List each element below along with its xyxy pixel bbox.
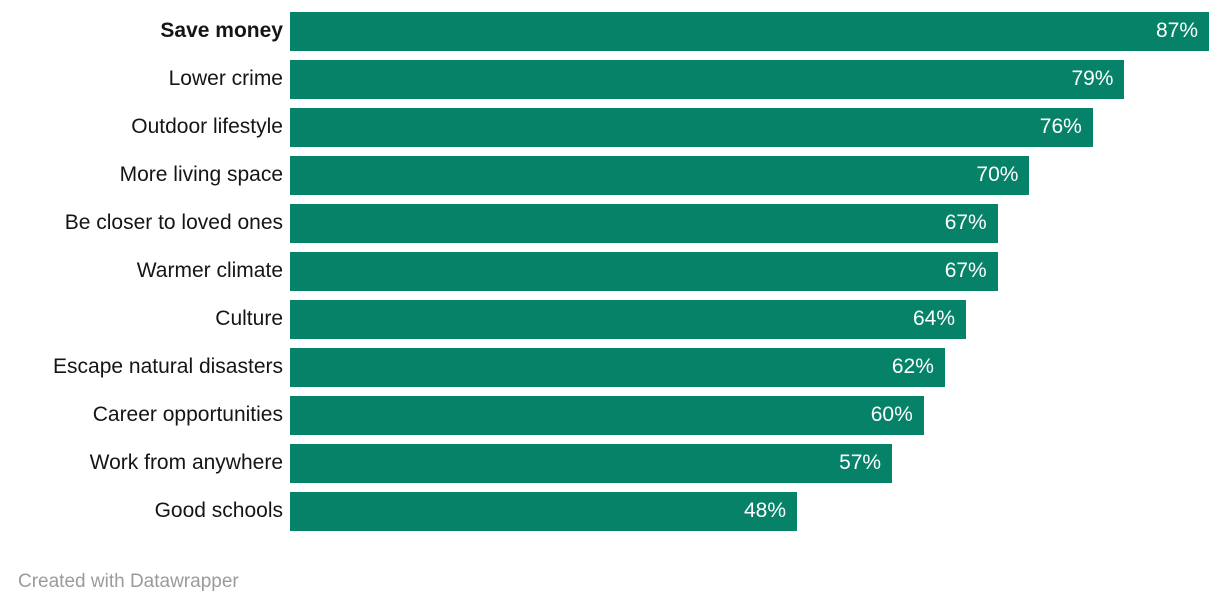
bar-chart: Save money 87% Lower crime 79% Outdoor lifes…: [0, 7, 1220, 535]
bar: 67%: [290, 203, 998, 243]
bar-track: 76%: [290, 107, 1209, 147]
bar-track: 87%: [290, 11, 1209, 51]
bar-value-label: 57%: [839, 451, 882, 474]
category-label: Be closer to loved ones: [64, 211, 283, 234]
category-label: Work from anywhere: [89, 451, 283, 474]
bar-track: 67%: [290, 203, 1209, 243]
bar: 64%: [290, 299, 967, 339]
bar-track: 64%: [290, 299, 1209, 339]
bar-value-label: 79%: [1071, 67, 1114, 90]
bar-row: Culture 64%: [0, 295, 1220, 343]
bar-row: Escape natural disasters 62%: [0, 343, 1220, 391]
category-label: Save money: [160, 19, 283, 42]
bar: 87%: [290, 11, 1209, 51]
bar-value-label: 67%: [944, 259, 987, 282]
bar: 79%: [290, 59, 1125, 99]
bar-track: 60%: [290, 395, 1209, 435]
bar: 62%: [290, 347, 945, 387]
bar-track: 79%: [290, 59, 1209, 99]
bar: 48%: [290, 491, 798, 531]
category-label: Career opportunities: [92, 403, 283, 426]
bar: 60%: [290, 395, 924, 435]
bar-row: Work from anywhere 57%: [0, 439, 1220, 487]
category-label: Warmer climate: [136, 259, 283, 282]
bar-track: 67%: [290, 251, 1209, 291]
bar-track: 48%: [290, 491, 1209, 531]
bar: 76%: [290, 107, 1093, 147]
category-label: Culture: [215, 307, 283, 330]
bar-track: 62%: [290, 347, 1209, 387]
bar-value-label: 76%: [1039, 115, 1082, 138]
category-label: Lower crime: [168, 67, 283, 90]
bar-track: 57%: [290, 443, 1209, 483]
category-label: More living space: [119, 163, 283, 186]
bar-value-label: 64%: [913, 307, 956, 330]
bar-track: 70%: [290, 155, 1209, 195]
bar-row: Lower crime 79%: [0, 55, 1220, 103]
bar-value-label: 70%: [976, 163, 1019, 186]
bar-value-label: 62%: [891, 355, 934, 378]
bar: 67%: [290, 251, 998, 291]
category-label: Outdoor lifestyle: [131, 115, 283, 138]
bar-row: Outdoor lifestyle 76%: [0, 103, 1220, 151]
bar-row: Be closer to loved ones 67%: [0, 199, 1220, 247]
bar-value-label: 87%: [1155, 19, 1198, 42]
bar-value-label: 60%: [870, 403, 913, 426]
category-label: Escape natural disasters: [53, 355, 283, 378]
bar-row: Save money 87%: [0, 7, 1220, 55]
bar-row: Warmer climate 67%: [0, 247, 1220, 295]
bar-row: Career opportunities 60%: [0, 391, 1220, 439]
datawrapper-credit-link[interactable]: Created with Datawrapper: [18, 571, 239, 592]
bar-row: Good schools 48%: [0, 487, 1220, 535]
bar: 70%: [290, 155, 1030, 195]
bar-value-label: 67%: [944, 211, 987, 234]
bar: 57%: [290, 443, 893, 483]
category-label: Good schools: [154, 499, 283, 522]
bar-value-label: 48%: [744, 499, 787, 522]
bar-row: More living space 70%: [0, 151, 1220, 199]
